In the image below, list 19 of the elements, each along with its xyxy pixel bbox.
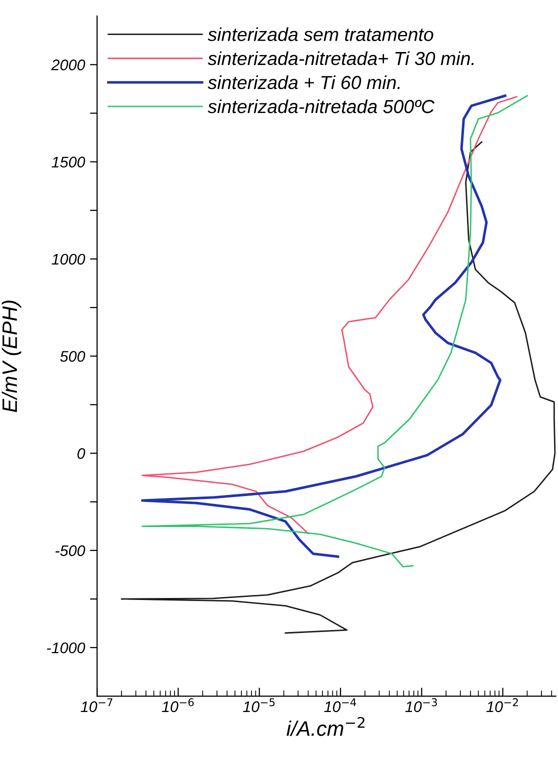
legend-label: sinterizada-nitretada 500ºC: [208, 99, 435, 114]
y-tick-label: 1500: [52, 156, 86, 168]
x-tick-label: 10$^{−2}$: [486, 698, 518, 712]
y-tick-label: 500: [60, 350, 86, 362]
x-axis-title: i/A.cm$^{−2}$: [286, 716, 364, 736]
legend-label: sinterizada + Ti 60 min.: [208, 75, 400, 90]
y-tick-label: -1000: [47, 642, 86, 654]
y-tick-label: 1000: [52, 254, 86, 265]
y-tick-label: -500: [55, 545, 86, 556]
legend-label: sinterizada-nitretada+ Ti 30 min.: [208, 51, 474, 66]
y-tick-label: 0: [77, 448, 86, 459]
x-tick-label: 10$^{−5}$: [243, 698, 275, 712]
x-tick-label: 10$^{−7}$: [80, 698, 112, 712]
legend-label: sinterizada sem tratamento: [208, 27, 434, 42]
y-tick-label: 2000: [51, 60, 86, 70]
x-tick-label: 10$^{−6}$: [162, 698, 194, 712]
x-tick-label: 10$^{−4}$: [324, 698, 356, 712]
x-tick-label: 10$^{−3}$: [405, 698, 437, 712]
y-axis-title: E/mV (EPH): [2, 300, 22, 412]
